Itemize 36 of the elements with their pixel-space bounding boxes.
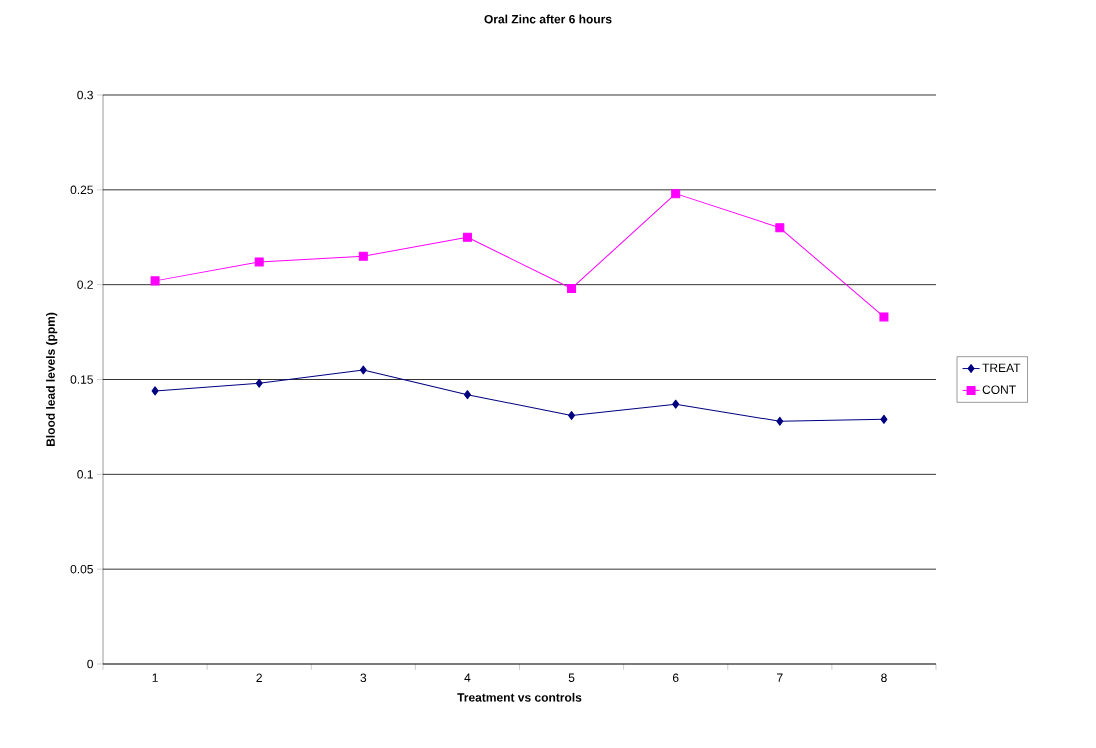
x-axis-title: Treatment vs controls (457, 692, 582, 702)
point (672, 399, 680, 409)
point (358, 251, 368, 261)
y-tick-label: 0.25 (70, 185, 93, 195)
x-tick-label: 6 (672, 673, 679, 683)
legend-label: CONT (982, 385, 1016, 394)
y-tick-label: 0.05 (70, 564, 93, 574)
point (567, 283, 577, 293)
point (151, 386, 159, 396)
y-tick-label: 0 (87, 659, 93, 669)
point (255, 378, 263, 388)
chart-title: Oral Zinc after 6 hours (484, 14, 612, 24)
x-tick-label: 2 (256, 673, 262, 682)
point (775, 223, 785, 233)
point (150, 276, 160, 286)
x-tick-label: 8 (881, 673, 887, 683)
point (254, 257, 264, 267)
point (359, 365, 367, 375)
y-tick-label: 0.15 (70, 375, 93, 384)
x-tick-label: 7 (777, 673, 783, 682)
x-tick-label: 1 (152, 673, 158, 682)
point (880, 414, 888, 424)
point (879, 312, 889, 322)
x-tick-label: 3 (360, 673, 367, 683)
y-axis-title: Blood lead levels (ppm) (46, 312, 58, 447)
x-tick-label: 4 (464, 673, 471, 682)
x-tick-label: 5 (568, 673, 575, 682)
point (568, 411, 576, 421)
point (462, 232, 472, 242)
legend-label: TREAT (982, 363, 1021, 372)
point (463, 390, 471, 400)
point (671, 189, 681, 199)
y-tick-label: 0.3 (77, 90, 93, 100)
y-tick-label: 0.1 (77, 470, 93, 479)
y-tick-label: 0.2 (77, 280, 93, 289)
point (776, 416, 784, 426)
